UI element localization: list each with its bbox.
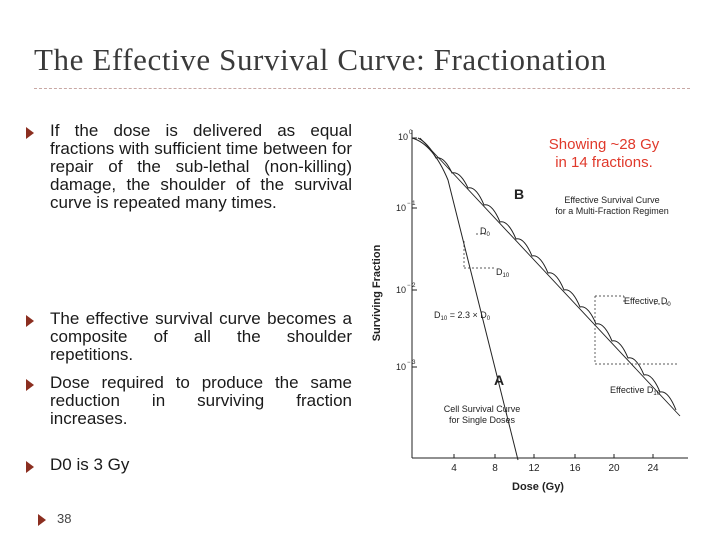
effective-d0-label: Effective D0 [624,296,671,308]
fraction-annotation: Showing ~28 Gy in 14 fractions. [532,136,676,172]
survival-curve-figure: 10 0 10 − 1 10 − 2 10 − 3 4 8 12 16 20 2… [371,130,688,493]
x-ticks: 4 8 12 16 20 24 [451,454,659,474]
cell-curve-caption: Cell Survival Curve for Single Doses [444,404,521,425]
d-guide-lines [463,233,678,365]
curve-b-label: B [514,186,524,202]
y-tick-label: 10 [398,132,408,142]
bullet-arrow-icon [26,127,34,139]
curve-a-label: A [494,372,504,388]
x-axis-label: Dose (Gy) [512,481,564,493]
svg-text:for a Multi-Fraction Regimen: for a Multi-Fraction Regimen [555,206,669,216]
y-tick-label: 10 [396,362,406,372]
y-tick-exponent: − 2 [407,283,416,289]
bullet-arrow-icon [26,461,34,473]
x-tick-label: 4 [451,463,457,474]
annotation-line: in 14 fractions. [555,154,653,171]
d10-label: D10 [496,267,510,279]
slide-title: The Effective Survival Curve: Fractionat… [34,42,607,77]
bullet-arrow-icon [26,379,34,391]
effective-curve-caption: Effective Survival Curve for a Multi-Fra… [555,195,669,216]
page-arrow-icon [38,514,46,526]
svg-text:Effective Survival Curve: Effective Survival Curve [564,195,659,205]
effective-d10-label: Effective D10 [610,385,661,397]
svg-text:for Single Doses: for Single Doses [449,415,516,425]
title-divider [34,88,690,89]
bullet-text: The effective survival curve becomes a c… [50,309,352,364]
x-tick-label: 12 [528,463,540,474]
y-tick-exponent: − 3 [407,360,416,366]
bullet-text: D0 is 3 Gy [50,455,130,474]
bullet-text: Dose required to produce the same reduct… [50,373,352,428]
svg-text:Cell Survival Curve: Cell Survival Curve [444,404,521,414]
y-tick-exponent: 0 [409,130,413,136]
y-tick-label: 10 [396,203,406,213]
page-number: 38 [57,511,72,526]
x-tick-label: 20 [608,463,620,474]
d0-label: D0 [480,226,491,238]
x-tick-label: 24 [647,463,659,474]
y-axis-label: Surviving Fraction [371,244,383,341]
x-tick-label: 8 [492,463,498,474]
bullet-text: If the dose is delivered as equal fracti… [50,121,352,212]
y-tick-label: 10 [396,285,406,295]
x-tick-label: 16 [569,463,581,474]
y-tick-exponent: − 1 [407,201,416,207]
multi-fraction-curve [417,137,677,411]
bullet-arrow-icon [26,315,34,327]
y-ticks: 10 0 10 − 1 10 − 2 10 − 3 [396,130,417,372]
d10-relation-label: D10 = 2.3 × D0 [434,310,491,322]
annotation-line: Showing ~28 Gy [548,136,660,153]
effective-line [419,137,681,417]
